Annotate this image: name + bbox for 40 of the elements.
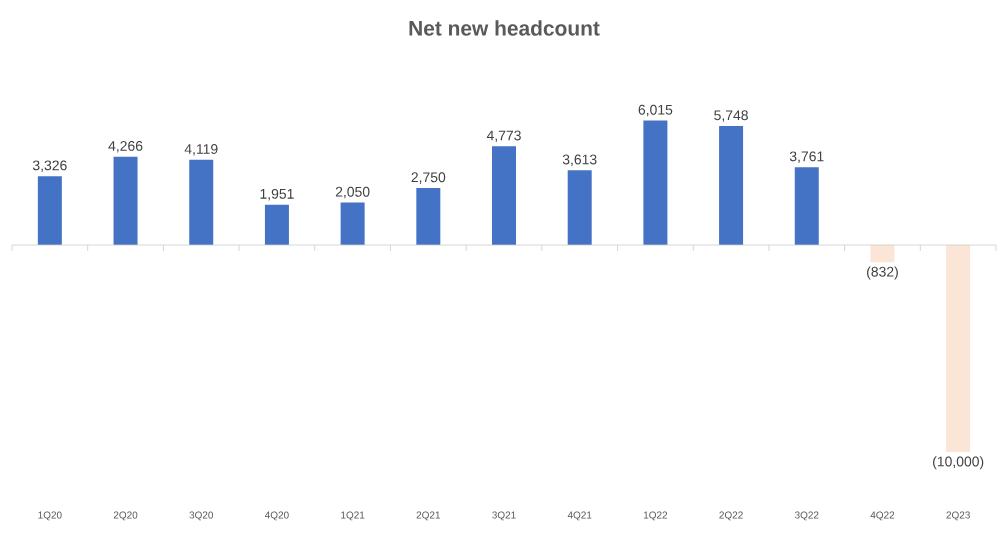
bar — [567, 170, 592, 245]
x-tick-label: 4Q21 — [567, 511, 592, 521]
data-label: 3,326 — [32, 160, 67, 172]
bar — [719, 126, 744, 245]
bar — [794, 167, 819, 245]
bar — [643, 120, 668, 245]
data-label: 3,613 — [562, 154, 597, 167]
bar — [492, 146, 517, 245]
bar — [37, 176, 62, 245]
data-label: 4,266 — [108, 140, 143, 153]
x-tick-label: 2Q22 — [719, 511, 743, 521]
data-label: 6,015 — [638, 104, 673, 117]
x-tick-label: 3Q21 — [492, 511, 516, 521]
x-tick-label: 3Q20 — [189, 511, 214, 521]
data-label: 5,748 — [714, 110, 748, 122]
data-label: (832) — [867, 266, 898, 280]
x-tick-label: 2Q20 — [113, 511, 138, 521]
x-tick-label: 1Q20 — [38, 511, 62, 521]
x-tick-label: 1Q21 — [341, 511, 365, 521]
x-tick-label: 2Q21 — [416, 511, 441, 521]
bar — [870, 245, 895, 263]
bar — [113, 156, 138, 245]
bar — [946, 245, 971, 452]
data-label: 1,951 — [260, 188, 294, 201]
data-label: 3,761 — [789, 151, 824, 163]
x-tick-label: 3Q22 — [794, 511, 819, 521]
chart-title: Net new headcount — [409, 20, 600, 36]
x-tick-label: 4Q22 — [870, 511, 895, 521]
bar — [416, 188, 441, 245]
data-label: 2,050 — [335, 186, 370, 199]
x-tick-label: 4Q20 — [264, 511, 289, 521]
x-tick-label: 2Q23 — [946, 511, 970, 521]
bar — [340, 202, 365, 245]
x-tick-label: 1Q22 — [643, 511, 668, 521]
data-label: 2,750 — [411, 172, 446, 184]
data-label: 4,773 — [486, 130, 521, 143]
data-label: 4,119 — [184, 144, 218, 156]
data-label: (10,000) — [933, 456, 984, 470]
bar — [264, 204, 289, 245]
bar — [189, 159, 214, 245]
